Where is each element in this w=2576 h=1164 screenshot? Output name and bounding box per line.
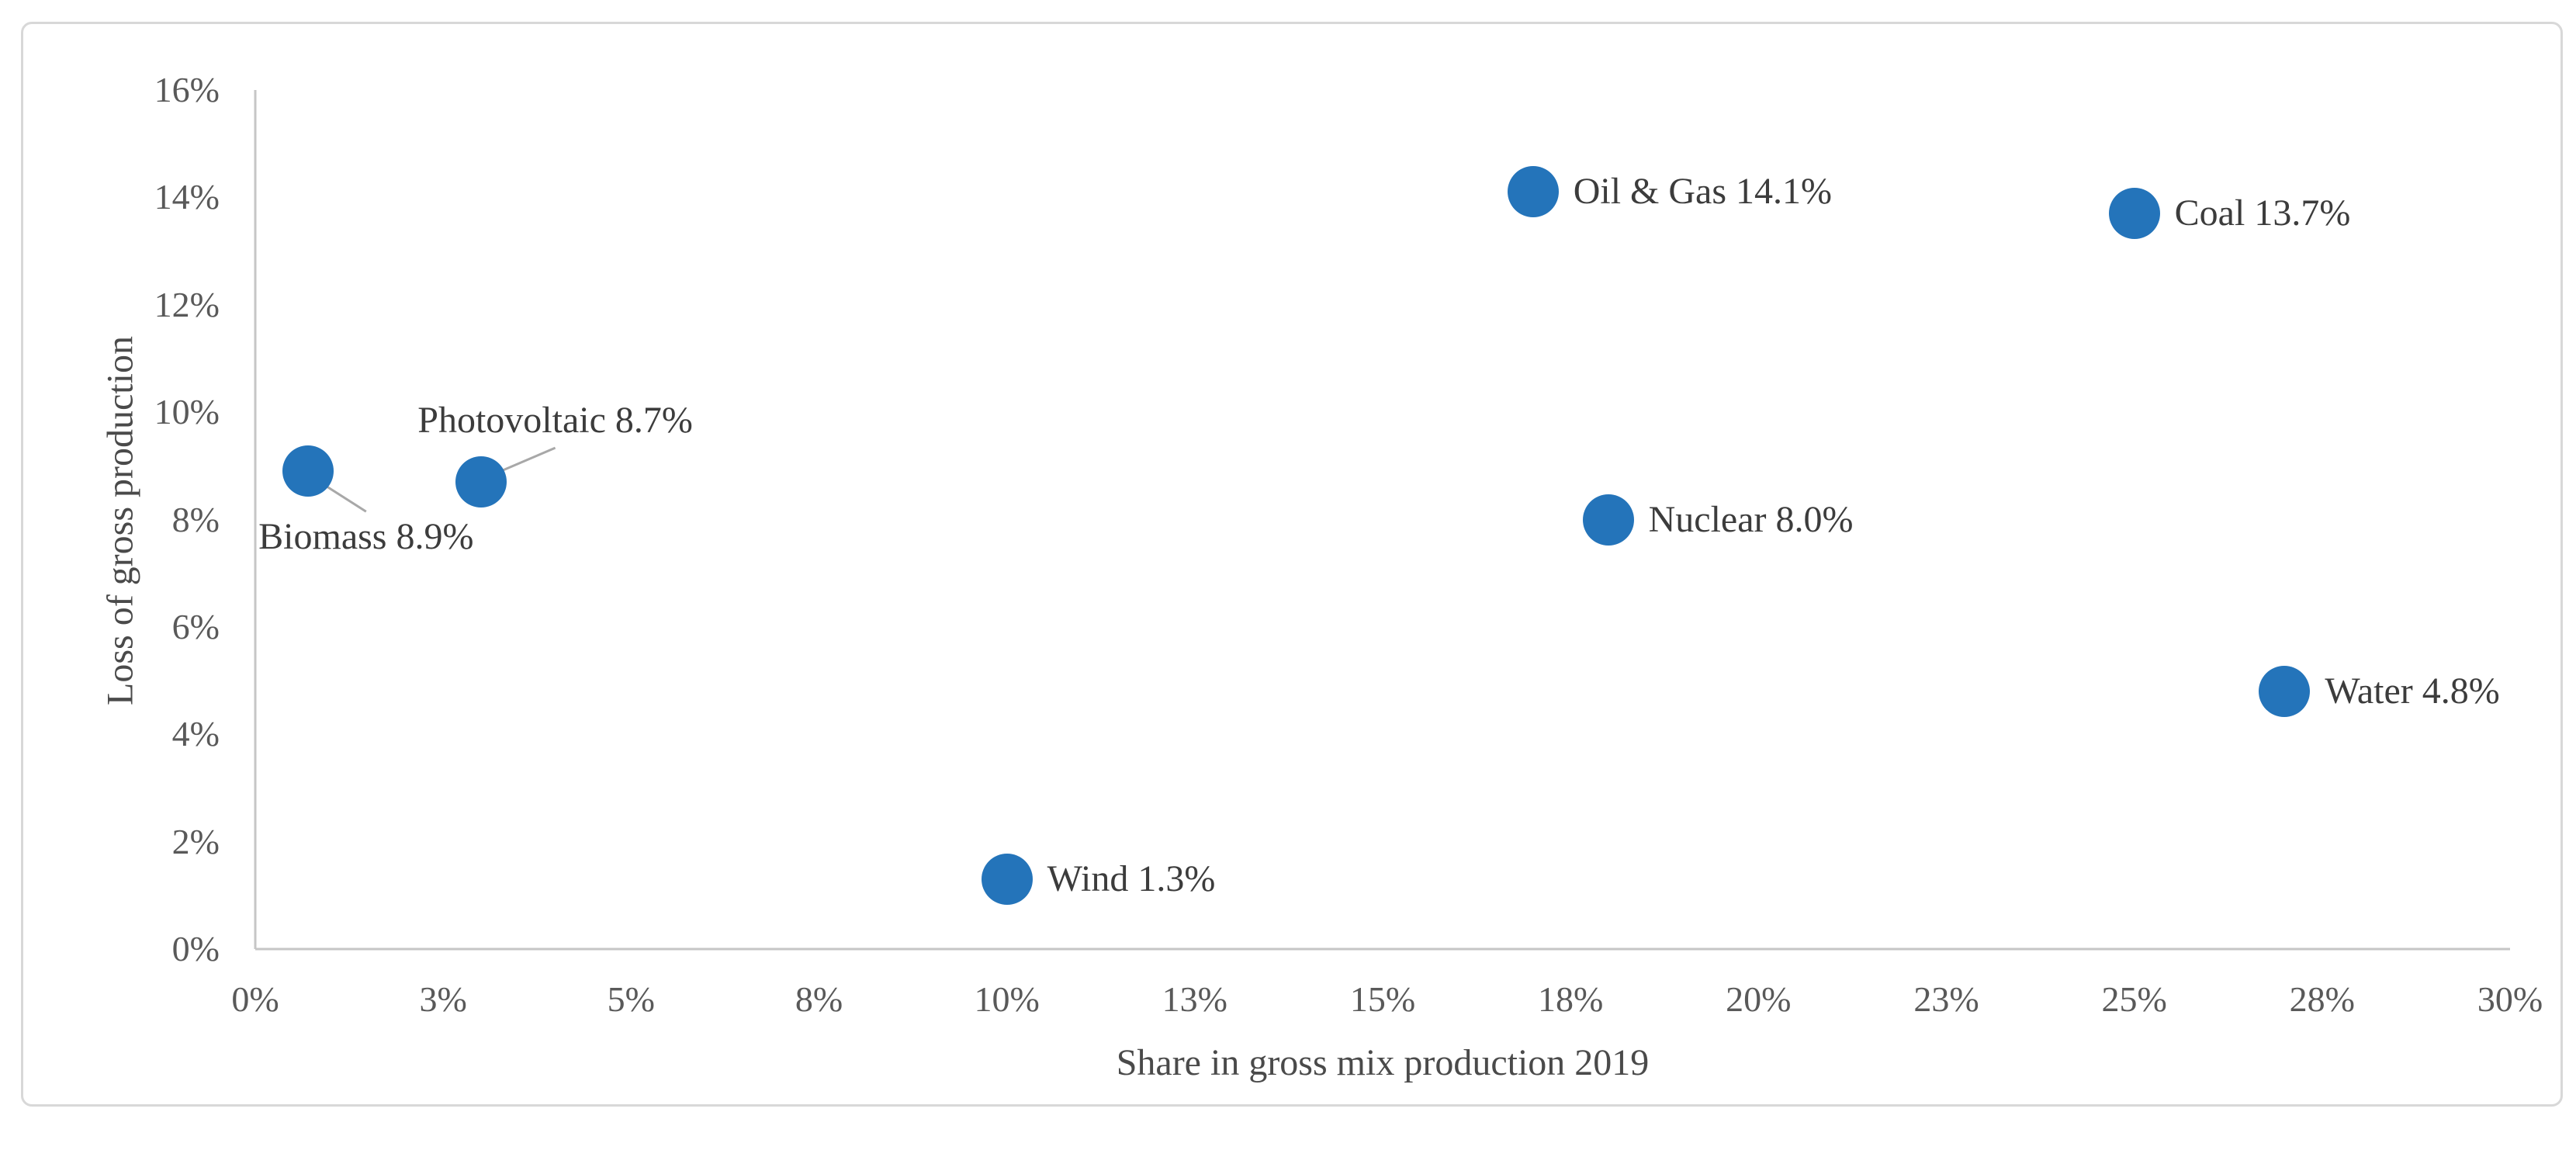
data-point-label-photovoltaic: Photovoltaic 8.7% — [417, 400, 693, 442]
x-tick-label-15: 15% — [1349, 979, 1416, 1019]
x-tick-label-28: 28% — [2289, 979, 2355, 1019]
data-point-label-coal: Coal 13.7% — [2174, 192, 2351, 234]
data-point-photovoltaic — [455, 456, 507, 508]
data-point-oil-gas — [1507, 166, 1559, 218]
x-tick-label-3: 3% — [419, 979, 467, 1019]
x-tick-label-5: 5% — [607, 979, 655, 1019]
x-axis-title: Share in gross mix production 2019 — [1116, 1042, 1650, 1083]
y-tick-label-12: 12% — [154, 284, 220, 324]
y-tick-label-0: 0% — [171, 929, 220, 968]
data-point-wind — [981, 854, 1033, 906]
y-tick-label-4: 4% — [171, 714, 220, 754]
x-tick-label-30: 30% — [2477, 979, 2543, 1019]
x-tick-label-20: 20% — [1726, 979, 1792, 1019]
data-point-label-nuclear: Nuclear 8.0% — [1648, 498, 1854, 540]
data-point-water — [2259, 665, 2311, 717]
data-point-nuclear — [1582, 494, 1634, 546]
data-point-label-wind: Wind 1.3% — [1047, 858, 1216, 900]
x-tick-label-18: 18% — [1537, 979, 1604, 1019]
x-tick-label-13: 13% — [1162, 979, 1227, 1019]
x-tick-label-0: 0% — [231, 979, 279, 1019]
y-tick-label-8: 8% — [171, 499, 220, 539]
y-tick-label-6: 6% — [171, 606, 220, 646]
data-point-biomass — [282, 445, 334, 497]
data-point-coal — [2108, 188, 2160, 240]
data-point-label-biomass: Biomass 8.9% — [258, 516, 474, 558]
y-tick-label-2: 2% — [171, 821, 220, 861]
data-point-label-oil-gas: Oil & Gas 14.1% — [1573, 171, 1833, 213]
y-tick-label-16: 16% — [154, 70, 220, 109]
x-tick-label-8: 8% — [795, 979, 843, 1019]
x-tick-label-23: 23% — [1913, 979, 1979, 1019]
y-tick-label-14: 14% — [154, 177, 220, 217]
x-tick-label-10: 10% — [974, 979, 1040, 1019]
y-tick-label-10: 10% — [154, 392, 220, 432]
figure-panel: Loss of gross production Share in gross … — [21, 22, 2563, 1107]
x-tick-label-25: 25% — [2101, 979, 2167, 1019]
data-point-label-water: Water 4.8% — [2325, 670, 2500, 712]
